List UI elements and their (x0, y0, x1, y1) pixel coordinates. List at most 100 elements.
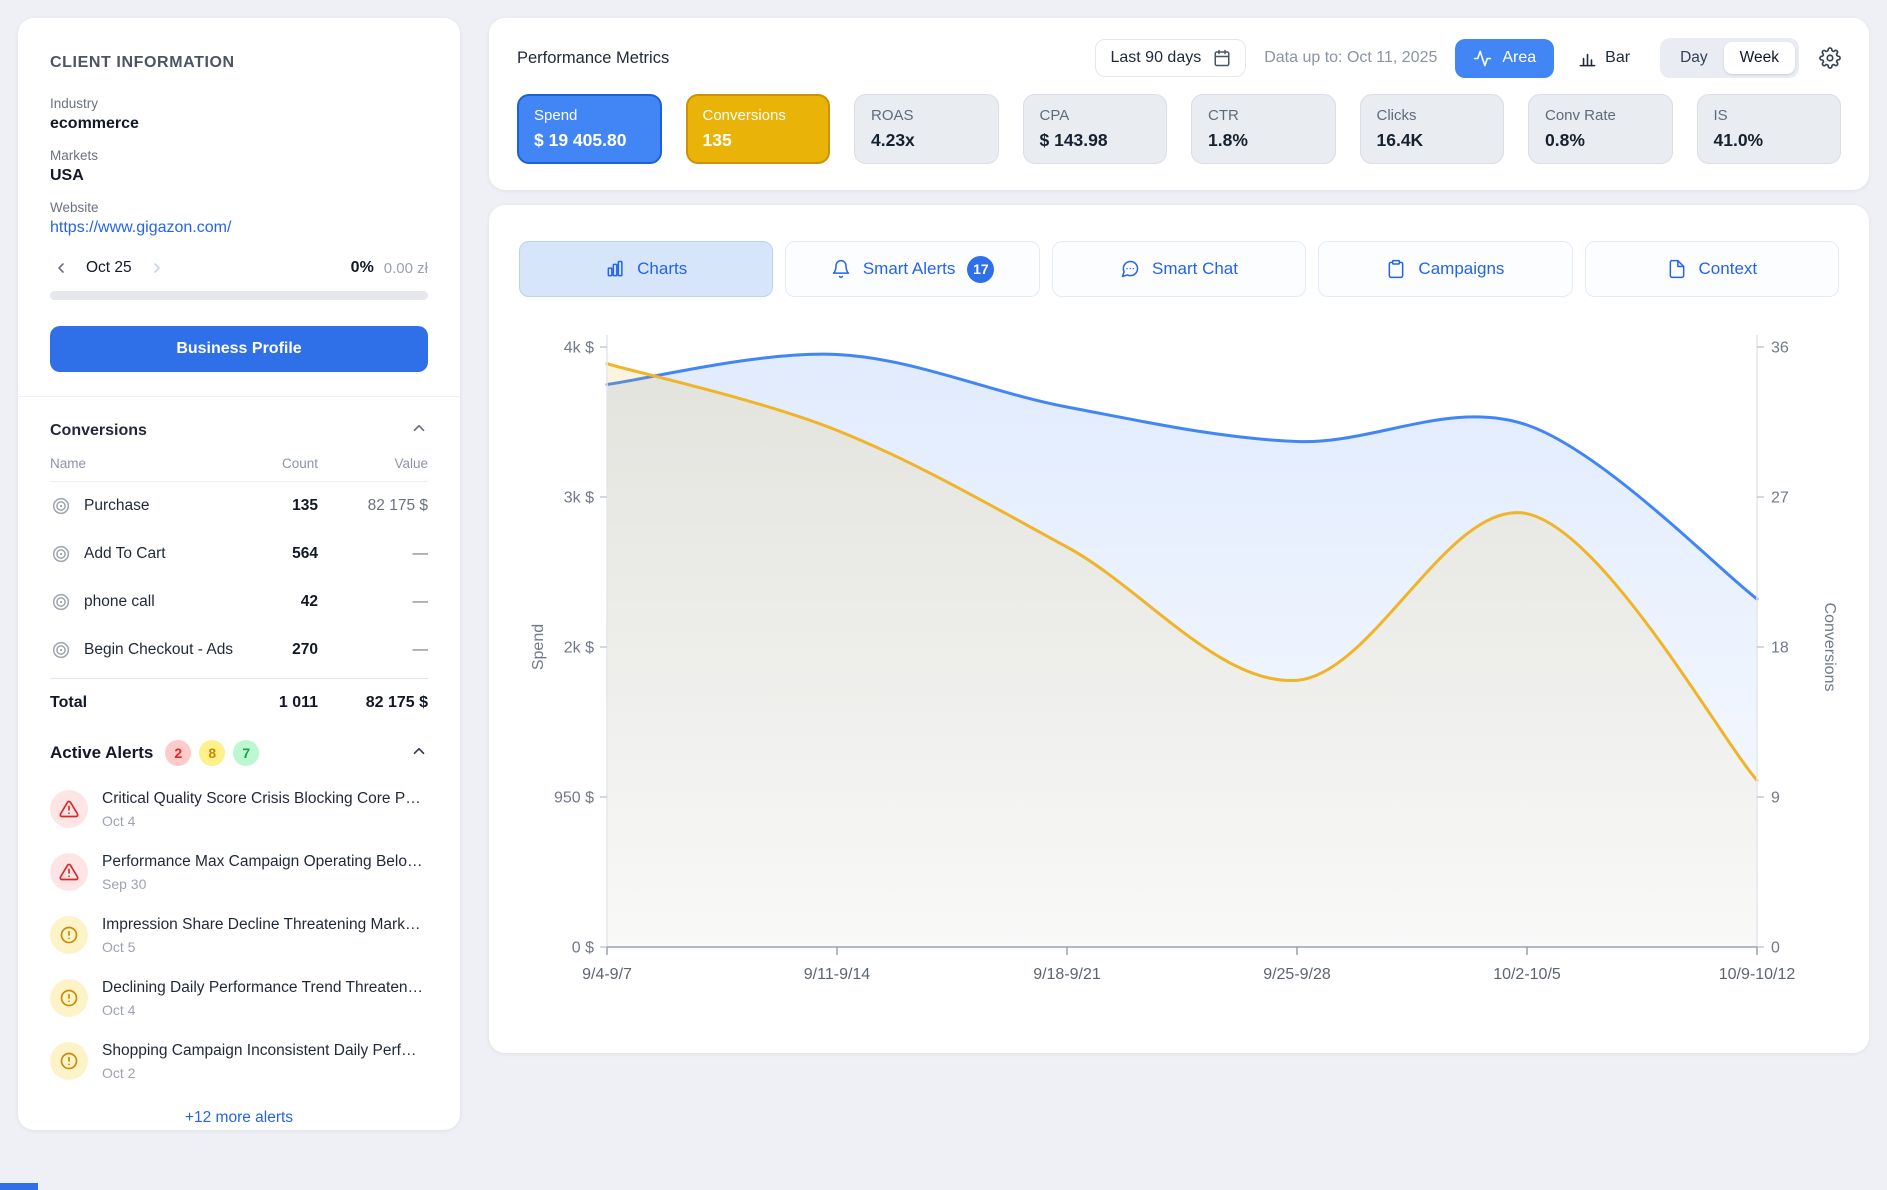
target-icon (50, 495, 72, 517)
tab-charts[interactable]: Charts (519, 241, 774, 297)
field-label: Markets (50, 148, 99, 163)
svg-text:950 $: 950 $ (554, 790, 594, 807)
svg-text:9/4-9/7: 9/4-9/7 (582, 966, 632, 983)
conversion-name: Begin Checkout - Ads (50, 639, 238, 661)
field-value: USA (50, 167, 84, 184)
business-profile-button[interactable]: Business Profile (50, 326, 428, 372)
svg-text:10/2-10/5: 10/2-10/5 (1493, 966, 1561, 983)
alert-item[interactable]: Declining Daily Performance Trend Threat… (50, 979, 428, 1018)
metric-chip-ctr[interactable]: CTR 1.8% (1191, 94, 1336, 164)
settings-gear-icon[interactable] (1819, 47, 1841, 69)
alert-count-badge-critical: 2 (165, 740, 192, 766)
metric-label: Spend (534, 107, 578, 124)
date-navigator: Oct 25 0% 0.00 zł (50, 257, 428, 279)
conversions-table-header: Name Count Value (50, 456, 428, 482)
svg-text:36: 36 (1771, 340, 1789, 357)
data-up-to-label: Data up to: Oct 11, 2025 (1264, 49, 1438, 66)
warning-circle-icon (50, 979, 88, 1017)
field-label: Industry (50, 96, 99, 111)
current-period-label: Oct 25 (86, 259, 132, 276)
spend-conversions-chart[interactable]: 0 $ 950 $ 2k $ 3k $ 4k $ 0 9 18 27 36 9/4-9/7 9/11-… (519, 319, 1839, 1009)
conversion-name: Purchase (50, 495, 238, 517)
conversion-value: — (412, 641, 429, 658)
week-toggle[interactable]: Week (1723, 42, 1795, 74)
conversions-collapse-button[interactable] (410, 419, 428, 442)
day-toggle[interactable]: Day (1664, 42, 1724, 74)
svg-text:0: 0 (1771, 940, 1780, 957)
metric-chip-roas[interactable]: ROAS 4.23x (854, 94, 999, 164)
prev-period-button[interactable] (50, 257, 72, 279)
clipboard-icon (1386, 259, 1406, 279)
svg-text:9/18-9/21: 9/18-9/21 (1033, 966, 1101, 983)
date-range-select[interactable]: Last 90 days (1095, 39, 1247, 77)
conversion-count: 270 (292, 641, 318, 658)
metric-label: Conv Rate (1545, 107, 1616, 124)
metric-label: ROAS (871, 107, 914, 124)
metric-value: 4.23x (871, 130, 915, 150)
metric-chip-is[interactable]: IS 41.0% (1696, 94, 1841, 164)
tab-badge: 17 (967, 255, 995, 283)
next-period-button[interactable] (146, 257, 168, 279)
metric-value: 1.8% (1208, 130, 1248, 150)
more-alerts-link[interactable]: +12 more alerts (184, 1109, 294, 1126)
alert-item[interactable]: Critical Quality Score Crisis Blocking C… (50, 790, 428, 829)
metric-label: Conversions (702, 107, 786, 124)
metric-chip-conversions[interactable]: Conversions 135 (685, 94, 830, 164)
bar-chart-icon (605, 259, 625, 279)
tab-campaigns[interactable]: Campaigns (1318, 241, 1573, 297)
warning-circle-icon (50, 1042, 88, 1080)
tab-context[interactable]: Context (1584, 241, 1840, 297)
svg-text:Spend: Spend (530, 624, 547, 670)
date-range-value: Last 90 days (1110, 49, 1202, 66)
metric-chip-conv-rate[interactable]: Conv Rate 0.8% (1528, 94, 1673, 164)
chevron-up-icon (413, 747, 425, 754)
alert-item[interactable]: Shopping Campaign Inconsistent Daily Per… (50, 1042, 428, 1081)
tab-smart-chat[interactable]: Smart Chat (1051, 241, 1307, 297)
granularity-segmented-control: Day Week (1660, 38, 1799, 78)
field-value: ecommerce (50, 115, 139, 132)
svg-text:4k $: 4k $ (564, 340, 594, 357)
alerts-collapse-button[interactable] (410, 742, 428, 765)
conversions-total-row: Total 1 011 82 175 $ (50, 678, 428, 712)
conversion-count: 42 (300, 593, 318, 610)
svg-text:27: 27 (1771, 490, 1789, 507)
metric-label: CPA (1039, 107, 1070, 124)
alert-date: Oct 4 (102, 813, 136, 829)
performance-metrics-panel: Performance Metrics Last 90 days Data up… (489, 18, 1869, 190)
client-field-markets: Markets USA (50, 148, 428, 185)
conversion-value: 82 175 $ (367, 497, 428, 514)
metric-chip-clicks[interactable]: Clicks 16.4K (1359, 94, 1504, 164)
metric-value: $ 143.98 (1039, 130, 1108, 150)
bar-chart-icon (1579, 53, 1596, 66)
website-link[interactable]: https://www.gigazon.com/ (50, 219, 232, 236)
alert-item[interactable]: Performance Max Campaign Operating Belo…… (50, 853, 428, 892)
alert-count-badge-positive: 7 (233, 740, 260, 766)
metric-value: $ 19 405.80 (534, 130, 627, 150)
client-field-industry: Industry ecommerce (50, 96, 428, 133)
total-count: 1 011 (278, 694, 318, 711)
sidebar-divider (18, 396, 460, 397)
chevron-right-icon (153, 263, 160, 273)
area-chart-toggle[interactable]: Area (1455, 38, 1555, 78)
area-label: Area (1502, 49, 1537, 66)
client-information-panel: CLIENT INFORMATION Industry ecommerce Mark… (18, 18, 460, 1130)
active-alerts-title: Active Alerts (50, 743, 154, 762)
metric-value: 135 (702, 130, 732, 150)
bar-chart-toggle[interactable]: Bar (1572, 39, 1636, 78)
alert-title: Performance Max Campaign Operating Belo… (102, 853, 423, 870)
tab-label: Campaigns (1418, 259, 1505, 278)
calendar-icon (1213, 49, 1231, 67)
alert-date: Oct 5 (102, 939, 136, 955)
bottom-accent-strip (0, 1183, 38, 1190)
alert-item[interactable]: Impression Share Decline Threatening Mar… (50, 916, 428, 955)
metric-chip-spend[interactable]: Spend $ 19 405.80 (517, 94, 662, 164)
alert-triangle-icon (50, 853, 88, 891)
metric-chip-cpa[interactable]: CPA $ 143.98 (1022, 94, 1167, 164)
metric-value: 41.0% (1713, 130, 1764, 150)
alert-title: Shopping Campaign Inconsistent Daily Per… (102, 1042, 417, 1059)
tab-smart-alerts[interactable]: Smart Alerts 17 (785, 241, 1040, 297)
metric-value: 0.8% (1545, 130, 1585, 150)
conversions-table-body: Purchase 135 82 175 $ Add To Cart 564— phone … (50, 482, 428, 674)
alert-list: Critical Quality Score Crisis Blocking C… (50, 790, 428, 1081)
